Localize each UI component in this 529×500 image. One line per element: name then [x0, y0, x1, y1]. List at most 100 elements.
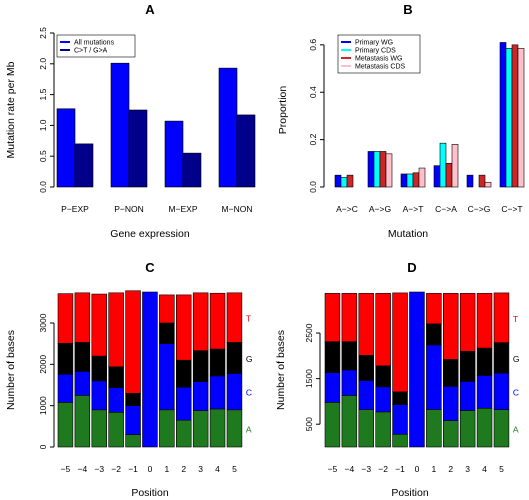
bar — [451, 144, 459, 188]
y-axis-label: Mutation rate per Mb — [5, 61, 17, 158]
bar-segment — [426, 409, 442, 448]
base-label: G — [246, 354, 253, 364]
x-tick-label: −2 — [111, 464, 121, 474]
x-axis-label: Position — [131, 487, 169, 499]
x-tick-label: 3 — [465, 464, 470, 474]
panel-d: D Number of bases Position 500 1500 2500 −… — [275, 260, 520, 499]
bars — [324, 291, 510, 448]
base-label: A — [513, 424, 519, 434]
bar — [340, 177, 348, 188]
bar-segment — [392, 391, 408, 405]
bar-segment — [192, 381, 209, 411]
bar-segment — [392, 404, 408, 435]
bar-segment — [74, 395, 91, 448]
x-tick-label: C−>T — [501, 204, 522, 214]
x-axis-label: Position — [391, 487, 429, 499]
bar — [379, 151, 387, 188]
bar-segment — [426, 344, 442, 410]
bar — [400, 173, 408, 188]
bar-segment — [392, 433, 408, 448]
y-tick-label: 0.5 — [38, 150, 48, 162]
x-tick-label: 1 — [164, 464, 169, 474]
y-axis-label: Proportion — [277, 86, 289, 135]
bars — [334, 42, 525, 188]
bar — [182, 152, 202, 188]
bar-segment — [125, 434, 141, 448]
bar-segment — [209, 348, 226, 377]
bar-segment — [459, 381, 476, 411]
y-axis-label: Number of bases — [275, 330, 287, 410]
y-tick-label: 1000 — [38, 396, 48, 415]
x-tick-label: 5 — [499, 464, 504, 474]
y-tick-label: 0.2 — [308, 133, 318, 145]
bar-segment — [74, 371, 91, 396]
y-tick-label: 2000 — [38, 355, 48, 374]
bar-segment — [324, 341, 341, 373]
base-label: G — [513, 354, 520, 364]
bar-segment — [324, 293, 341, 342]
bar-segment — [176, 419, 192, 448]
bar-segment — [476, 407, 493, 448]
bar-segment — [226, 342, 243, 374]
panel-a: A Mutation rate per Mb Gene expression 0… — [5, 2, 256, 240]
bar-segment — [226, 292, 243, 343]
y-axis-label: Number of bases — [5, 330, 17, 410]
panel-b: B Proportion Mutation 0.00.20.40.6 A−>C A… — [277, 2, 525, 240]
bar — [412, 172, 420, 188]
x-tick-label: 4 — [482, 464, 487, 474]
base-label: A — [246, 424, 252, 434]
bars — [56, 62, 256, 188]
y-tick-label: 1.0 — [38, 119, 48, 131]
bar-segment — [125, 405, 141, 435]
legend-label: Primary CDS — [355, 48, 396, 55]
bar-segment — [493, 409, 510, 448]
y-tick-label: 2.5 — [38, 27, 48, 39]
bar-segment — [341, 341, 358, 371]
x-tick-label: −4 — [77, 464, 87, 474]
bar-segment — [476, 375, 493, 409]
x-tick-label: 2 — [181, 464, 186, 474]
bar-segment — [91, 293, 108, 357]
bar — [484, 181, 492, 188]
bar-segment — [159, 322, 175, 344]
bar — [418, 167, 426, 188]
x-tick-label: P−NON — [114, 204, 144, 214]
bar-segment — [108, 366, 124, 388]
bar-segment — [57, 373, 74, 403]
panel-title: B — [403, 2, 412, 17]
bar-segment — [209, 375, 226, 410]
legend-box — [56, 34, 136, 58]
bar-segment — [459, 350, 476, 382]
bar-segment — [375, 411, 391, 448]
bar-segment — [192, 292, 209, 351]
bar-segment — [493, 292, 510, 343]
x-tick-label: −3 — [361, 464, 371, 474]
bar-segment — [57, 342, 74, 375]
x-tick-label: 5 — [232, 464, 237, 474]
bar — [466, 174, 474, 188]
bar-segment — [57, 293, 74, 344]
bar-segment — [341, 369, 358, 396]
legend-label: All mutations — [74, 40, 115, 47]
bar — [74, 143, 94, 188]
bar-segment — [192, 350, 209, 382]
bar — [406, 173, 414, 188]
bar-segment — [358, 380, 374, 410]
y-tick-label: 1.5 — [38, 88, 48, 100]
bar-segment — [442, 359, 459, 387]
x-axis-label: Gene expression — [110, 228, 190, 240]
x-tick-label: −3 — [94, 464, 104, 474]
bar-segment — [358, 293, 374, 356]
base-label: C — [246, 388, 252, 398]
bar-segment — [459, 410, 476, 448]
bar-segment — [159, 294, 175, 324]
bar — [445, 163, 453, 188]
y-tick-labels: 0.0 0.2 0.4 0.6 — [308, 39, 318, 193]
bar-segment — [209, 292, 226, 350]
x-tick-label: −5 — [328, 464, 338, 474]
y-tick-label: 2500 — [304, 323, 314, 342]
x-tick-label: C−>G — [468, 204, 491, 214]
panel-title: C — [145, 260, 155, 275]
bar — [373, 151, 381, 188]
